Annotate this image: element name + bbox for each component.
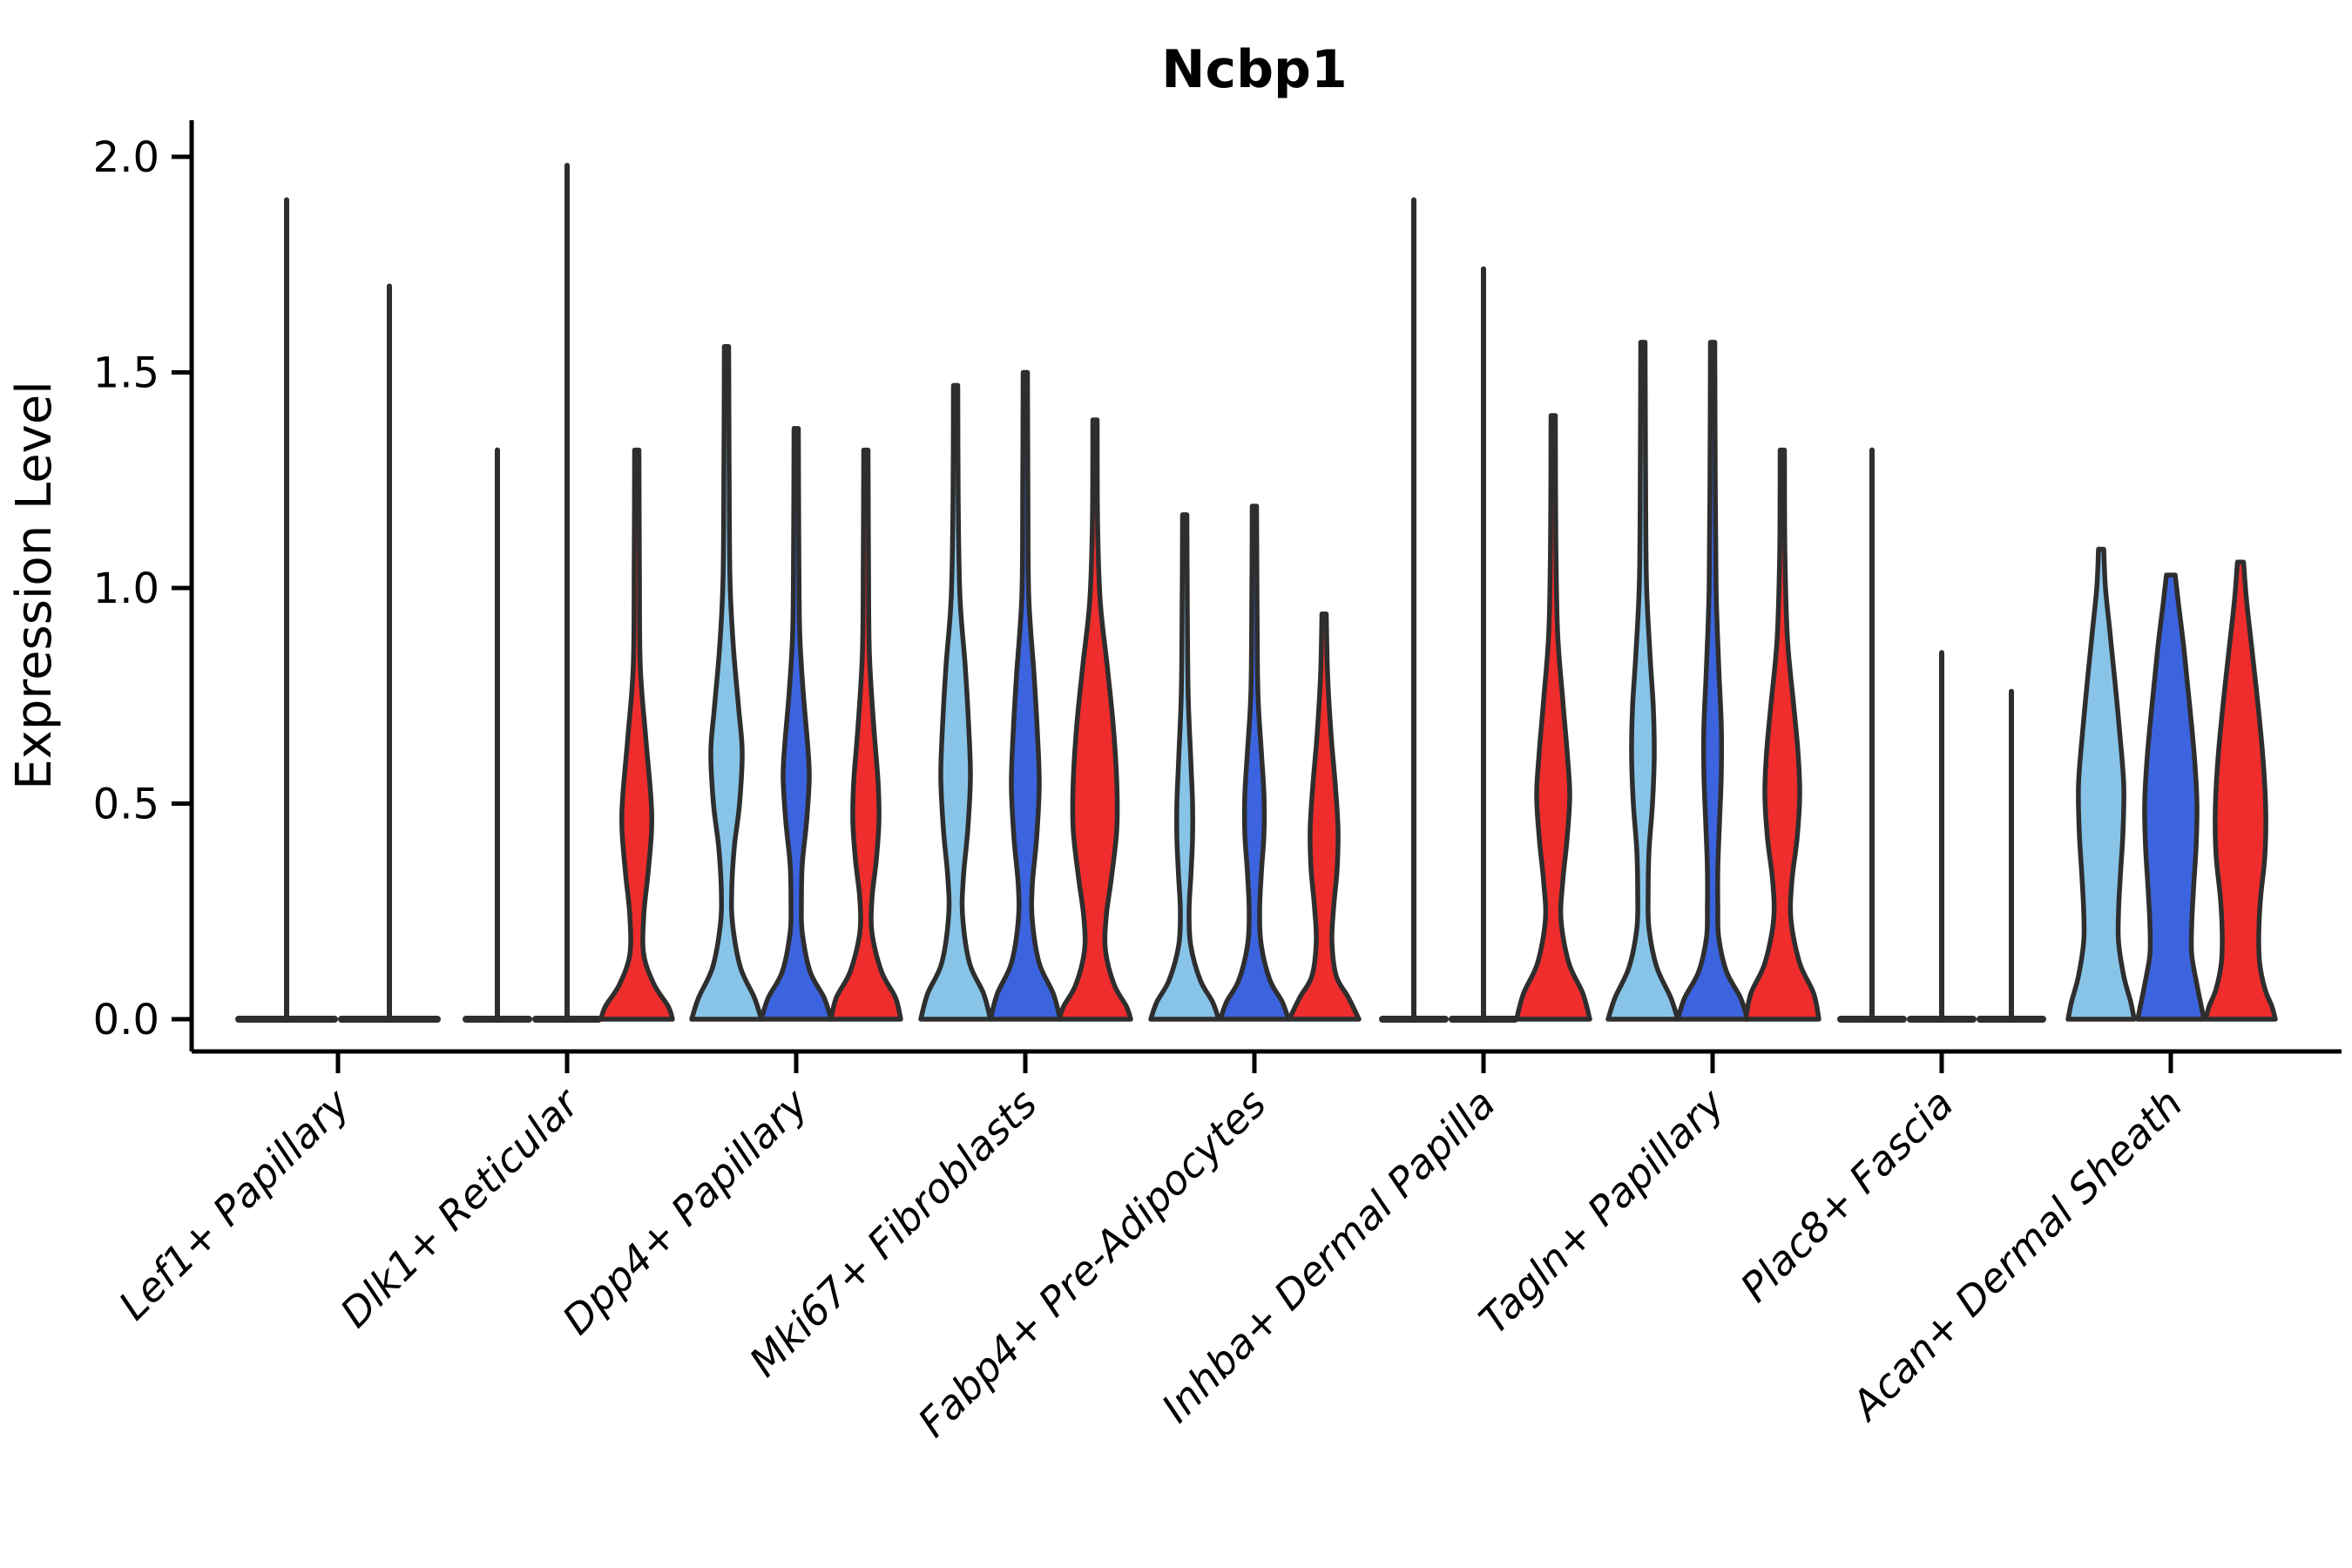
violin-flat-base (1837, 1016, 1907, 1023)
x-tick-label-7: Tagln+ Papillary (1470, 1079, 1734, 1343)
y-tick-label: 0.5 (93, 781, 159, 829)
violin-flat-base (532, 1016, 602, 1023)
violin-flat-base (463, 1016, 532, 1023)
violin-red (1057, 417, 1133, 1022)
violin-flat-base (1977, 1016, 2046, 1023)
violin-red (828, 447, 903, 1022)
violin-red (2203, 559, 2278, 1022)
violin-darkblue (1675, 340, 1750, 1022)
y-tick-label: 1.0 (93, 564, 159, 613)
y-tick-label: 1.5 (93, 349, 159, 398)
y-axis-label: Expression Level (6, 381, 63, 790)
violin-flat-base (1379, 1016, 1449, 1023)
x-tick-label-2: Dlk1+ Reticular (331, 1078, 590, 1336)
plot-title: Ncbp1 (1161, 39, 1347, 100)
violin-darkblue (759, 426, 834, 1022)
violin-lightblue (1605, 340, 1680, 1022)
x-tick-label-1: Lef1+ Papillary (110, 1079, 359, 1328)
violins-layer (235, 162, 2278, 1023)
violin-red (598, 447, 675, 1022)
x-tick-label-8: Plac8+ Fascia (1731, 1080, 1962, 1311)
violin-red (1287, 611, 1362, 1022)
violin-red (1514, 413, 1592, 1022)
violin-darkblue (2135, 572, 2207, 1022)
violin-darkblue (1218, 504, 1291, 1022)
y-tick-label: 2.0 (93, 133, 159, 182)
x-tick-label-3: Dpp4+ Papillary (553, 1079, 817, 1343)
violin-flat-base (1907, 1016, 1977, 1023)
violin-darkblue (988, 369, 1063, 1022)
violin-lightblue (689, 344, 764, 1022)
axes-layer (189, 120, 2342, 1054)
violin-flat-base (338, 1016, 441, 1023)
violin-lightblue (2065, 546, 2137, 1022)
violin-flat-base (235, 1016, 338, 1023)
violin-red (1743, 447, 1821, 1022)
y-tick-label: 0.0 (93, 996, 159, 1044)
violin-lightblue (918, 382, 993, 1022)
violin-lightblue (1148, 512, 1221, 1022)
violin-flat-base (1449, 1016, 1518, 1023)
